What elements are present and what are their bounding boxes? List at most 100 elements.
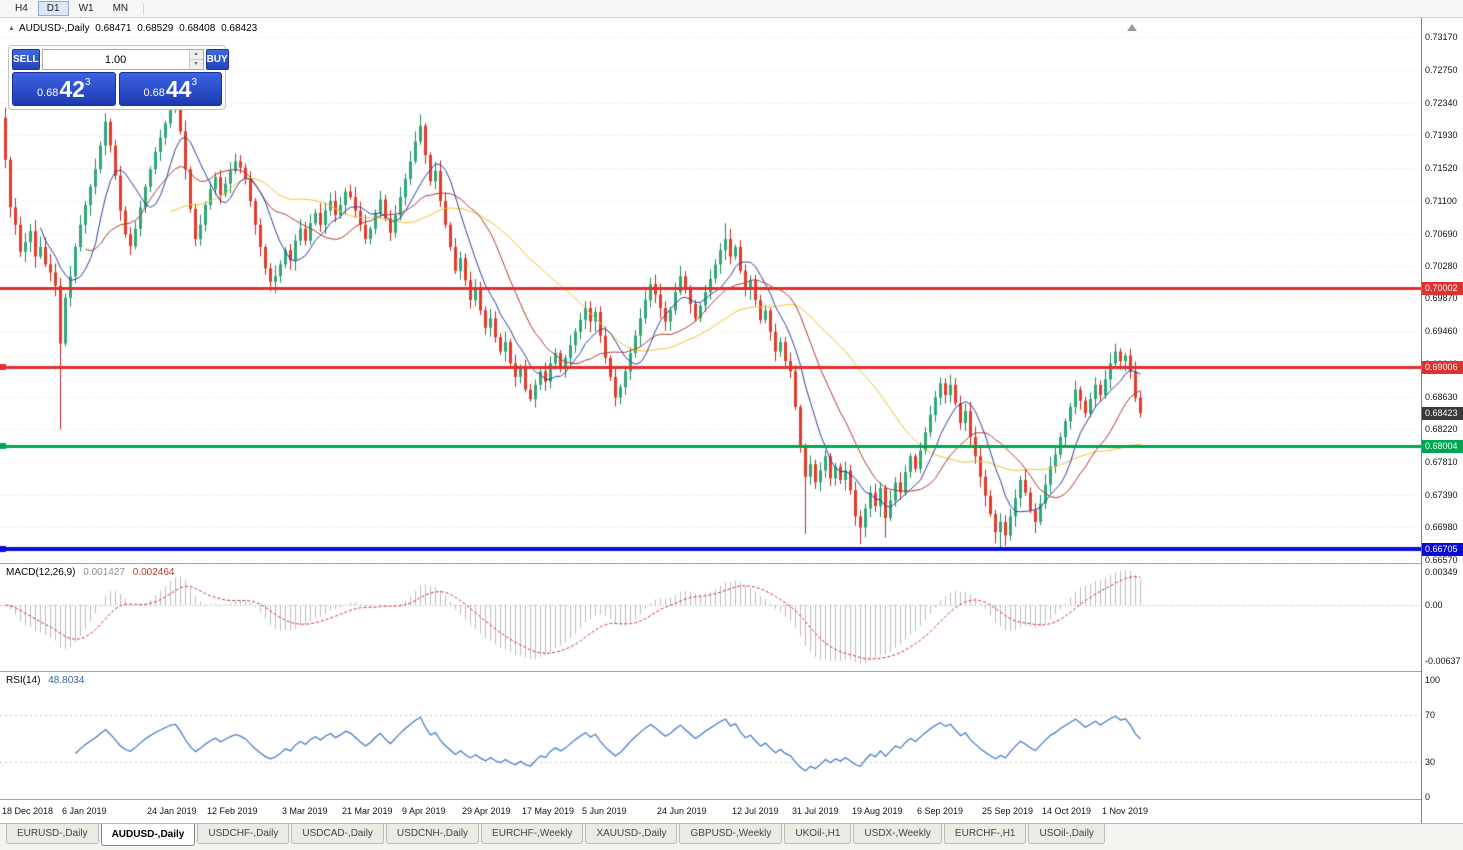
time-axis-label: 24 Jun 2019 — [657, 806, 707, 816]
time-axis-label: 1 Nov 2019 — [1102, 806, 1149, 816]
time-axis-label: 17 May 2019 — [522, 806, 575, 816]
rsi-name: RSI(14) — [6, 675, 41, 686]
bar-high-value: 0.68529 — [137, 23, 174, 34]
price-axis-label: 0.70690 — [1425, 228, 1458, 239]
timeframe-button-d1[interactable]: D1 — [37, 1, 69, 16]
rsi-value: 48.8034 — [48, 675, 85, 686]
chart-tab-ukoil-h1[interactable]: UKOil-,H1 — [784, 824, 852, 844]
time-axis-label: 3 Mar 2019 — [282, 806, 328, 816]
chart-tab-usdx-weekly[interactable]: USDX-,Weekly — [853, 824, 942, 844]
chart-tab-audusd-daily[interactable]: AUDUSD-,Daily — [100, 824, 196, 846]
price-axis-label: 0.72750 — [1425, 65, 1458, 76]
price-axis-label: 0.69460 — [1425, 325, 1458, 336]
current-price-badge: 0.68423 — [1422, 407, 1463, 421]
time-axis-label: 29 Apr 2019 — [462, 806, 511, 816]
time-axis-label: 6 Jan 2019 — [62, 806, 107, 816]
price-axis-label: 0.71930 — [1425, 130, 1458, 141]
macd-name: MACD(12,26,9) — [6, 567, 76, 578]
buy-button[interactable]: BUY — [205, 49, 229, 70]
level-price-badge: 0.70002 — [1422, 282, 1463, 296]
price-axis-label: 0.68630 — [1425, 391, 1458, 402]
sell-button[interactable]: SELL — [12, 49, 40, 70]
chart-tab-usoil-daily[interactable]: USOil-,Daily — [1028, 824, 1105, 844]
bar-open-value: 0.68471 — [95, 23, 132, 34]
sell-price-button[interactable]: 0.68 42 3 — [12, 72, 116, 106]
volume-spinner: ▲ ▼ — [188, 50, 203, 69]
price-axis-label: 0.66980 — [1425, 522, 1458, 533]
volume-box: ▲ ▼ — [41, 49, 204, 70]
pane-separator[interactable] — [0, 563, 1421, 564]
macd-canvas[interactable] — [0, 564, 1421, 671]
rsi-label: RSI(14) 48.8034 — [6, 675, 84, 686]
chart-tab-eurusd-daily[interactable]: EURUSD-,Daily — [6, 824, 99, 844]
rsi-axis-label: 70 — [1425, 710, 1436, 721]
rsi-axis-label: 100 — [1425, 675, 1441, 685]
price-axis-label: 0.72340 — [1425, 97, 1458, 108]
sell-price-main: 42 — [59, 76, 85, 102]
time-axis-label: 18 Dec 2018 — [2, 806, 54, 816]
price-scale[interactable]: 0.00349 0.00 -0.00637 0.73170 0.72750 0.72… — [1421, 18, 1463, 823]
buy-price-prefix: 0.68 — [143, 87, 165, 99]
price-axis-label: 0.73170 — [1425, 32, 1458, 42]
sell-price-prefix: 0.68 — [36, 87, 59, 99]
chart-tab-gbpusd-weekly[interactable]: GBPUSD-,Weekly — [679, 824, 783, 844]
chart-shift-marker-icon[interactable] — [1127, 24, 1137, 31]
chart-tab-usdchf-daily[interactable]: USDCHF-,Daily — [197, 824, 290, 844]
time-axis-label: 14 Oct 2019 — [1042, 806, 1092, 816]
volume-down-icon[interactable]: ▼ — [189, 60, 203, 69]
chart-tab-usdcad-daily[interactable]: USDCAD-,Daily — [291, 824, 384, 844]
collapse-one-click-icon[interactable]: ▲ — [8, 25, 15, 32]
price-axis-label: 0.69870 — [1425, 293, 1458, 304]
rsi-axis-label: 30 — [1425, 756, 1436, 767]
price-axis-label: 0.71100 — [1425, 196, 1457, 207]
macd-axis-zero: 0.00 — [1425, 599, 1443, 610]
volume-up-icon[interactable]: ▲ — [189, 50, 203, 60]
price-axis-label: 0.68220 — [1425, 424, 1458, 435]
macd-axis-top: 0.00349 — [1425, 566, 1458, 577]
pane-separator[interactable] — [0, 671, 1421, 672]
time-axis-label: 21 Mar 2019 — [342, 806, 393, 816]
rsi-axis-label: 0 — [1425, 792, 1431, 802]
timeframe-button-w1[interactable]: W1 — [70, 1, 103, 16]
buy-price-button[interactable]: 0.68 44 3 — [118, 72, 222, 106]
chart-tab-bar: EURUSD-,Daily AUDUSD-,Daily USDCHF-,Daily U… — [0, 823, 1463, 850]
level-price-badge: 0.66705 — [1422, 543, 1463, 557]
chart-tab-usdcnh-daily[interactable]: USDCNH-,Daily — [385, 824, 480, 844]
price-axis-label: 0.67390 — [1425, 490, 1458, 500]
bar-close-value: 0.68423 — [221, 23, 258, 34]
rsi-canvas[interactable] — [0, 672, 1421, 799]
macd-signal-value: 0.002464 — [132, 567, 175, 578]
time-axis-label: 12 Feb 2019 — [207, 806, 258, 816]
time-axis-label: 25 Sep 2019 — [982, 806, 1034, 816]
macd-axis-bottom: -0.00637 — [1425, 656, 1461, 666]
one-click-trading-panel: SELL ▲ ▼ BUY 0.68 42 3 0.68 — [8, 45, 229, 110]
time-axis-label: 6 Sep 2019 — [917, 806, 964, 816]
buy-price-main: 44 — [165, 76, 192, 102]
macd-label: MACD(12,26,9) 0.001427 0.002464 — [6, 567, 174, 578]
time-axis-label: 12 Jul 2019 — [732, 806, 779, 816]
chart-header: ▲ AUDUSD-,Daily 0.68471 0.68529 0.68408 0… — [8, 23, 260, 34]
chart-plot-area[interactable]: ▲ AUDUSD-,Daily 0.68471 0.68529 0.68408 0… — [0, 18, 1421, 823]
time-axis-label: 9 Apr 2019 — [402, 806, 446, 816]
timeframe-button-h4[interactable]: H4 — [6, 1, 37, 16]
level-price-badge: 0.68004 — [1422, 440, 1463, 454]
chart-tab-xauusd-daily[interactable]: XAUUSD-,Daily — [585, 824, 678, 844]
time-scale[interactable]: 18 Dec 2018 6 Jan 2019 24 Jan 2019 12 Feb 2… — [0, 800, 1421, 823]
time-axis-label: 19 Aug 2019 — [852, 806, 903, 816]
time-axis-label: 5 Jun 2019 — [582, 806, 627, 816]
price-axis-label: 0.66570 — [1425, 554, 1458, 565]
price-chart-canvas[interactable] — [0, 18, 1421, 563]
pane-separator[interactable] — [0, 799, 1421, 800]
time-axis-label: 31 Jul 2019 — [792, 806, 839, 816]
sell-price-pip: 3 — [84, 77, 91, 88]
timeframe-button-mn[interactable]: MN — [104, 1, 138, 16]
price-axis-label: 0.70280 — [1425, 261, 1458, 271]
chart-tab-eurchf-h1[interactable]: EURCHF-,H1 — [943, 824, 1027, 844]
volume-input[interactable] — [42, 50, 189, 69]
price-axis-label: 0.67810 — [1425, 456, 1458, 467]
bar-low-value: 0.68408 — [179, 23, 216, 34]
chart-tab-eurchf-weekly[interactable]: EURCHF-,Weekly — [481, 824, 584, 844]
macd-main-value: 0.001427 — [83, 567, 125, 578]
buy-price-pip: 3 — [191, 77, 198, 88]
